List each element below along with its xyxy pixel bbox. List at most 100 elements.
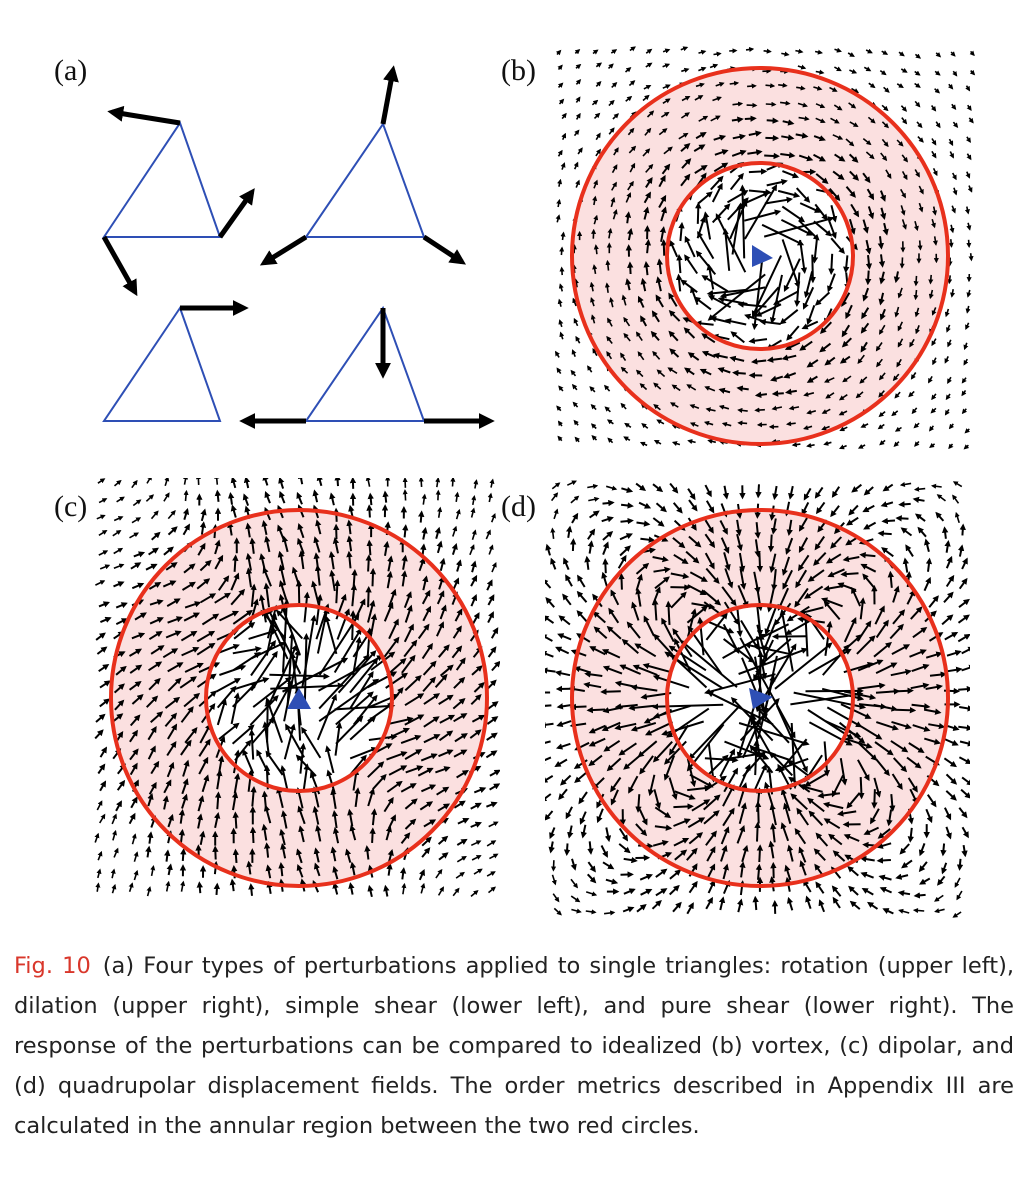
vortex-arrow (948, 423, 955, 430)
vortex-arrow (777, 189, 801, 198)
dipolar-arrow (147, 725, 157, 741)
vortex-arrow (668, 310, 681, 322)
vortex-arrow (881, 121, 889, 129)
quadrupolar-arrow (545, 597, 555, 608)
dipolar-arrow (470, 840, 482, 847)
quadrupolar-arrow (876, 857, 891, 864)
vortex-arrow (969, 69, 976, 76)
quadrupolar-arrow (702, 589, 722, 606)
vortex-arrow (668, 292, 678, 307)
vortex-arrow (744, 209, 782, 222)
vortex-arrow (592, 347, 598, 357)
dipolar-arrow (218, 722, 240, 740)
vortex-arrow (587, 365, 593, 373)
vortex-arrow (918, 185, 924, 195)
vortex-arrow (652, 350, 661, 360)
vortex-arrow (747, 83, 757, 89)
quadrupolar-arrow (842, 555, 860, 563)
quadrupolar-arrow (930, 483, 942, 489)
vortex-arrow (917, 136, 924, 143)
quadrupolar-arrow (861, 887, 874, 896)
dipolar-arrow (423, 819, 437, 828)
dipolar-arrow (470, 821, 482, 828)
vortex-arrow (606, 351, 613, 360)
quadrupolar-arrow (587, 483, 599, 489)
vortex-arrow (891, 410, 899, 417)
quadrupolar-arrow (655, 868, 668, 878)
quadrupolar-arrow (569, 538, 577, 552)
vortex-arrow (698, 49, 707, 55)
vortex-arrow (879, 324, 886, 335)
vortex-arrow (705, 407, 716, 413)
vortex-arrow (950, 289, 956, 298)
quadrupolar-arrow (688, 705, 741, 760)
dipolar-arrow (491, 561, 497, 573)
vortex-arrow (635, 331, 643, 342)
dipolar-arrow (453, 800, 466, 809)
quadrupolar-arrow (567, 825, 574, 839)
quadrupolar-arrow (652, 517, 665, 527)
vortex-arrow (961, 389, 967, 397)
quadrupolar-arrow (545, 793, 552, 803)
vortex-arrow (680, 46, 689, 52)
vortex-arrow (824, 377, 835, 383)
vortex-arrow (645, 176, 653, 188)
dipolar-arrow (129, 680, 142, 691)
dipolar-arrow (346, 519, 353, 535)
dipolar-arrow (420, 753, 438, 762)
vortex-arrow (830, 237, 845, 255)
dipolar-arrow (149, 599, 164, 606)
vortex-arrow (620, 402, 627, 410)
dipolar-arrow (400, 783, 417, 793)
quadrupolar-arrow (723, 552, 731, 571)
quadrupolar-arrow (601, 571, 608, 587)
quadrupolar-arrow (636, 520, 651, 527)
vortex-arrow (892, 373, 900, 382)
dipolar-arrow (297, 522, 305, 539)
vortex-arrow (737, 420, 748, 426)
vortex-arrow (627, 127, 635, 136)
vortex-arrow (928, 289, 934, 300)
vortex-arrow (935, 121, 941, 129)
vortex-arrow (845, 304, 853, 320)
vortex-arrow (799, 340, 813, 351)
vortex-arrow (781, 51, 790, 57)
quadrupolar-arrow (863, 521, 877, 530)
dipolar-arrow (437, 506, 443, 518)
vortex-arrow (573, 278, 579, 288)
vortex-arrow (966, 289, 972, 298)
vortex-arrow (841, 337, 852, 348)
dipolar-arrow (470, 594, 478, 607)
caption-text: (a) Four types of perturbations applied … (14, 953, 1015, 1139)
dipolar-arrow (455, 508, 461, 520)
quadrupolar-arrow (831, 486, 841, 498)
vortex-arrow (557, 82, 564, 88)
vortex-arrow (949, 151, 954, 159)
vortex-arrow (589, 281, 595, 292)
dipolar-arrow (488, 821, 499, 828)
vortex-arrow (701, 275, 729, 293)
quadrupolar-arrow (899, 843, 910, 855)
dipolar-arrow (298, 825, 305, 843)
vortex-arrow (737, 301, 767, 308)
vortex-arrow (684, 367, 695, 376)
dipolar-arrow (230, 572, 240, 591)
dipolar-arrow (324, 615, 338, 655)
dipolar-arrow (219, 610, 240, 622)
vortex-arrow (739, 184, 746, 259)
vortex-arrow (732, 369, 746, 377)
dipolar-arrow (349, 746, 378, 760)
quadrupolar-arrow (652, 555, 669, 563)
dipolar-arrow (148, 781, 157, 795)
vortex-arrow (593, 244, 599, 255)
quadrupolar-arrow (902, 557, 909, 573)
dipolar-arrow (347, 808, 354, 827)
dipolar-arrow (349, 861, 357, 876)
vortex-arrow (620, 352, 627, 362)
dipolar-arrow (490, 627, 499, 639)
dipolar-arrow (97, 850, 103, 861)
quadrupolar-arrow (859, 597, 866, 620)
vortex-arrow (729, 172, 744, 191)
vortex-arrow (681, 158, 692, 169)
dipolar-arrow (438, 749, 454, 758)
